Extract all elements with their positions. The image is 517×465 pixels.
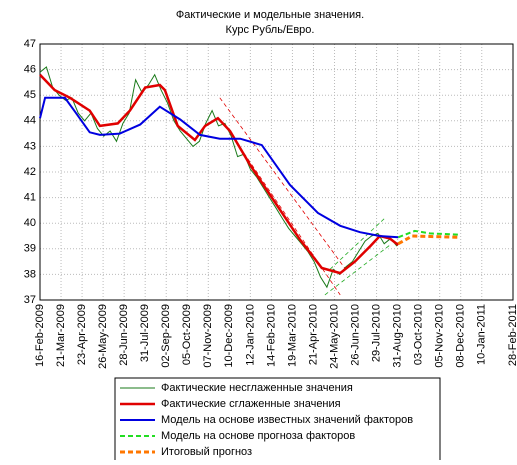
legend-label: Фактические сглаженные значения	[161, 398, 341, 410]
y-tick-label: 37	[24, 294, 36, 306]
series-line	[39, 96, 399, 239]
x-tick-label: 31-Jul-2009	[139, 304, 151, 362]
x-tick-label: 28-Feb-2011	[507, 304, 517, 366]
trend-line	[227, 129, 341, 296]
series-line	[39, 73, 400, 275]
legend-label: Итоговый прогноз	[161, 446, 252, 458]
x-tick-label: 21-Mar-2009	[55, 304, 67, 367]
x-tick-label: 08-Dec-2010	[455, 304, 467, 368]
legend-label: Модель на основе известных значений факт…	[161, 414, 413, 426]
x-tick-label: 23-Apr-2009	[76, 304, 88, 365]
x-tick-label: 24-May-2010	[328, 304, 340, 369]
x-tick-label: 02-Sep-2009	[160, 304, 172, 368]
x-tick-label: 26-May-2009	[97, 304, 109, 369]
y-tick-label: 45	[24, 89, 36, 101]
y-tick-label: 44	[24, 115, 36, 127]
plot-frame	[39, 43, 514, 301]
x-tick-label: 31-Aug-2010	[392, 304, 404, 368]
x-tick-label: 16-Feb-2009	[34, 304, 46, 367]
y-tick-label: 38	[24, 268, 36, 280]
chart-title: Фактические и модельные значения.	[176, 9, 364, 21]
y-tick-label: 43	[24, 140, 36, 152]
x-tick-label: 10-Jan-2011	[476, 304, 488, 365]
x-tick-label: 26-Jun-2010	[349, 304, 361, 366]
y-tick-label: 40	[24, 217, 36, 229]
y-tick-label: 39	[24, 243, 36, 255]
x-tick-label: 10-Dec-2009	[223, 304, 235, 368]
y-tick-label: 41	[24, 192, 36, 204]
trend-line	[329, 217, 386, 270]
x-tick-label: 21-Apr-2010	[307, 304, 319, 365]
x-tick-label: 12-Jan-2010	[244, 304, 256, 366]
series-line	[39, 66, 398, 289]
trend-line	[219, 97, 346, 269]
legend-label: Фактические несглаженные значения	[161, 382, 353, 394]
x-tick-label: 03-Oct-2010	[413, 304, 425, 365]
x-tick-label: 07-Nov-2009	[202, 304, 214, 368]
y-tick-label: 42	[24, 166, 36, 178]
x-tick-label: 19-Mar-2010	[286, 304, 298, 367]
x-tick-label: 05-Nov-2010	[434, 304, 446, 368]
chart-subtitle: Курс Рубль/Евро.	[226, 24, 315, 36]
legend-label: Модель на основе прогноза факторов	[161, 430, 355, 442]
x-tick-label: 29-Jul-2010	[370, 304, 382, 362]
y-tick-label: 46	[24, 64, 36, 76]
x-tick-label: 14-Feb-2010	[265, 304, 277, 367]
x-tick-label: 28-Jun-2009	[118, 304, 130, 366]
series-line	[397, 229, 461, 239]
y-tick-label: 47	[24, 38, 36, 50]
series-line	[397, 234, 461, 246]
x-tick-label: 05-Oct-2009	[181, 304, 193, 365]
